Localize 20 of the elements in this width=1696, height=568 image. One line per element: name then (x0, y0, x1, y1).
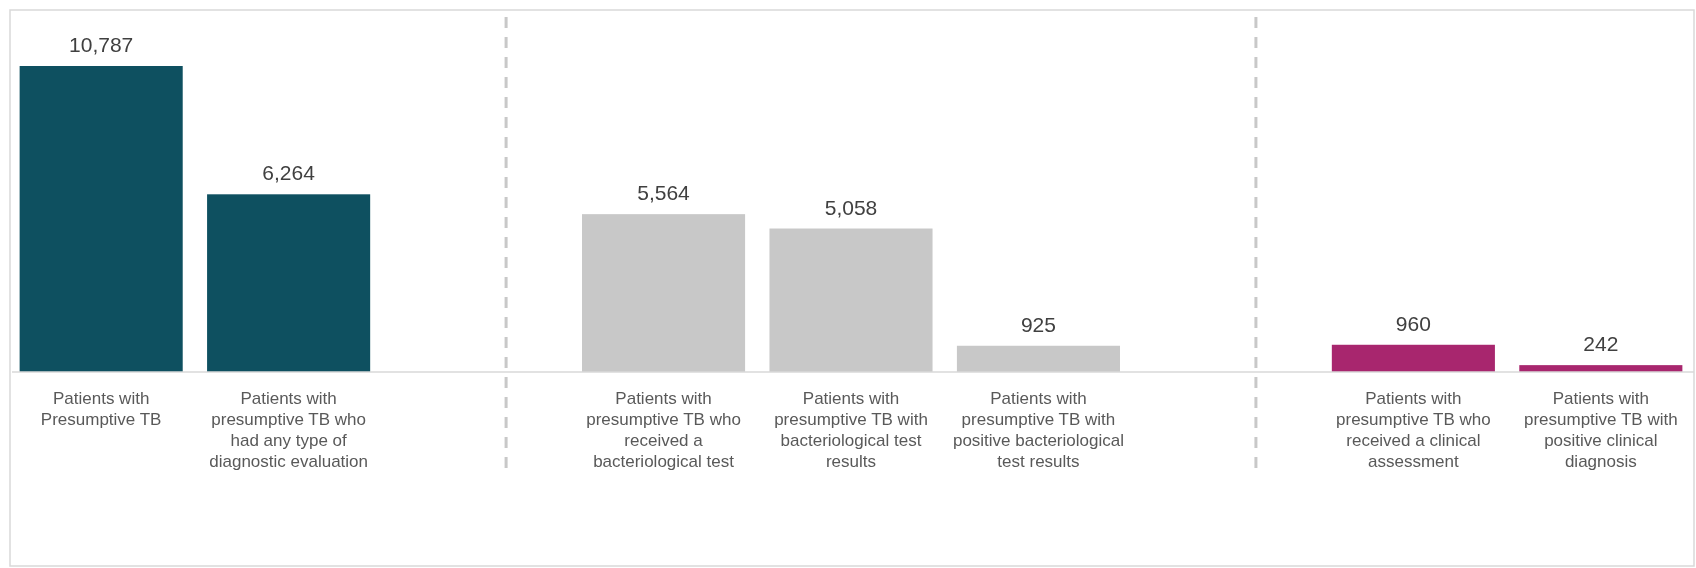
data-label: 6,264 (262, 161, 316, 185)
data-label: 10,787 (69, 33, 134, 56)
bar (19, 66, 183, 372)
x-tick-label: Patients with presumptive TB with bacteriological test results (774, 389, 928, 471)
data-label: 242 (1583, 332, 1619, 356)
bar (207, 194, 371, 372)
bar (582, 214, 746, 372)
x-tick-label: Patients with presumptive TB who had any type of diagnostic evaluation (209, 389, 369, 471)
x-tick-label: Patients with presumptive TB who received a clinical assessment (1336, 389, 1491, 471)
data-label: 5,564 (637, 181, 691, 205)
data-label: 925 (1020, 312, 1056, 336)
x-tick-label: Patients with Presumptive TB (40, 389, 162, 429)
x-tick-label: Patients with presumptive TB with positive bacteriological test results (952, 389, 1124, 471)
bar (956, 345, 1120, 372)
data-label: 960 (1395, 311, 1431, 335)
data-label: 5,058 (824, 195, 878, 219)
bar (1331, 344, 1495, 372)
bar (769, 228, 933, 372)
x-tick-label: Patients with presumptive TB with positive clinical diagnosis (1523, 389, 1678, 471)
x-tick-label: Patients with presumptive TB who received a bacteriological test (586, 389, 741, 471)
